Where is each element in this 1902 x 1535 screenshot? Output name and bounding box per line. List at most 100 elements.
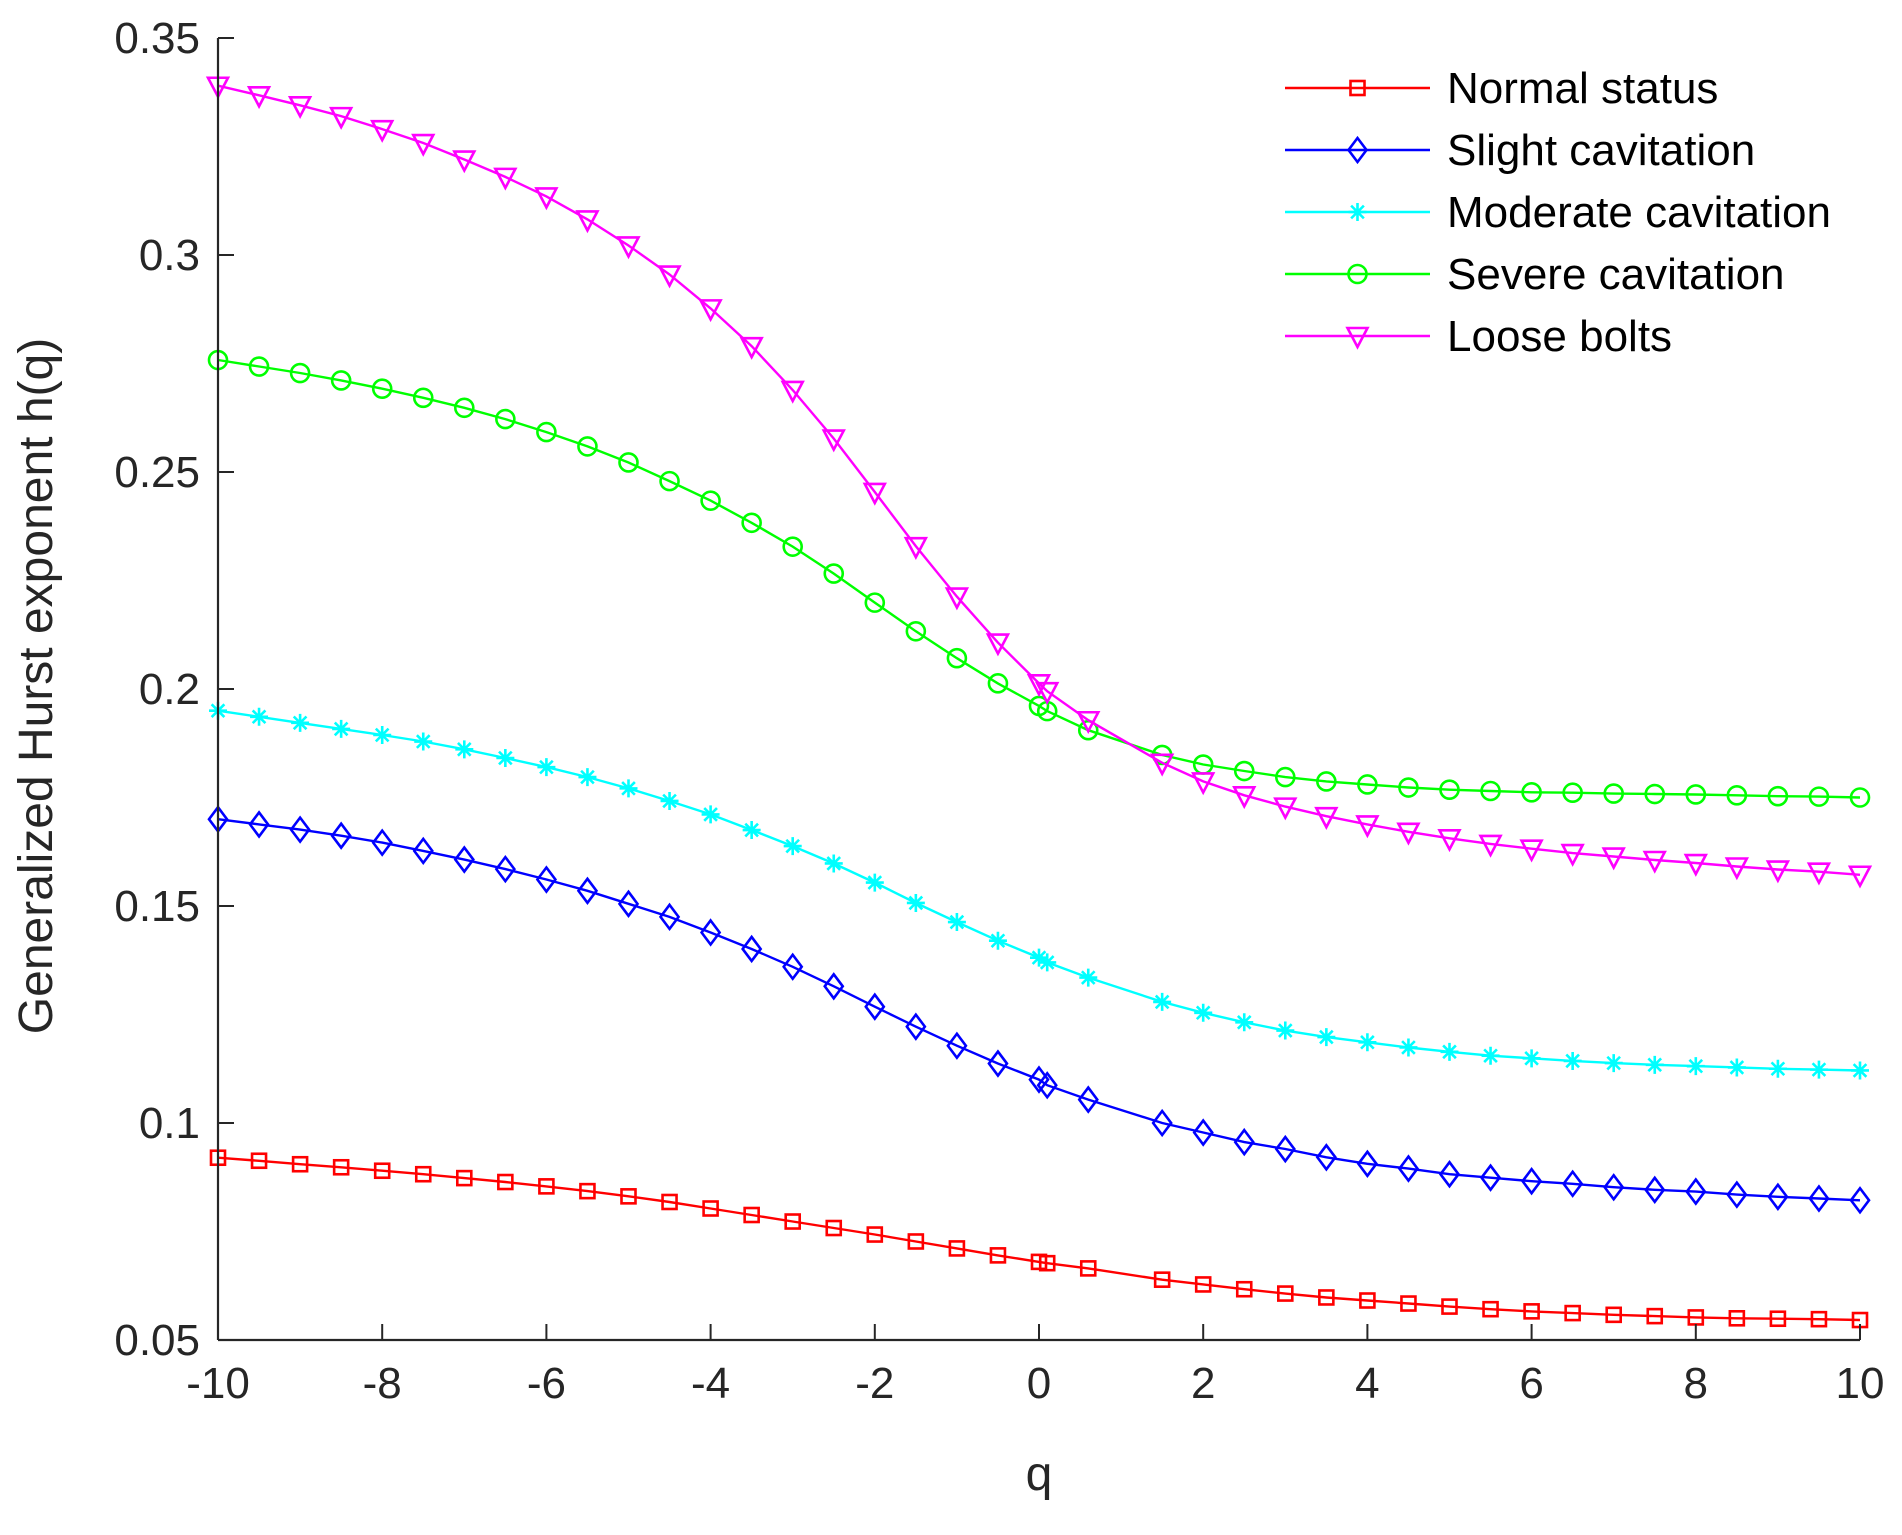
data-point-loose-bolts [1273, 797, 1298, 821]
data-point-moderate-cavitation [1604, 1054, 1623, 1073]
data-point-loose-bolts [985, 633, 1011, 657]
x-tick-label: -6 [527, 1359, 566, 1408]
data-point-moderate-cavitation [537, 758, 556, 777]
data-point-normal-status [1079, 1260, 1097, 1277]
data-point-normal-status [414, 1165, 432, 1183]
data-point-loose-bolts [1396, 822, 1421, 846]
legend-marker [1348, 203, 1367, 221]
data-point-slight-cavitation [1397, 1154, 1420, 1183]
data-point-slight-cavitation [1644, 1175, 1666, 1205]
data-point-severe-cavitation [618, 452, 639, 473]
legend-label: Severe cavitation [1447, 250, 1785, 299]
data-point-normal-status [250, 1152, 268, 1170]
data-point-severe-cavitation [659, 470, 680, 492]
y-tick-label: 0.2 [139, 665, 200, 714]
data-point-moderate-cavitation [1440, 1042, 1459, 1061]
legend-item-moderate-cavitation: Moderate cavitation [1285, 188, 1831, 237]
data-point-severe-cavitation [495, 408, 516, 430]
data-point-loose-bolts [575, 210, 600, 234]
data-point-severe-cavitation [330, 370, 352, 391]
data-point-slight-cavitation [864, 992, 886, 1021]
data-point-slight-cavitation [412, 836, 434, 866]
data-point-loose-bolts [1355, 815, 1380, 839]
legend-item-loose-bolts: Loose bolts [1285, 312, 1672, 361]
x-tick-label: 0 [1027, 1359, 1051, 1408]
series-layer [205, 76, 1873, 1329]
data-point-moderate-cavitation [1481, 1046, 1500, 1065]
data-point-normal-status [907, 1233, 925, 1250]
data-point-normal-status [989, 1247, 1007, 1264]
data-point-loose-bolts [821, 429, 846, 453]
y-tick-label: 0.1 [139, 1099, 200, 1148]
data-point-slight-cavitation [987, 1049, 1009, 1078]
data-point-loose-bolts [1478, 834, 1503, 858]
data-point-loose-bolts [328, 106, 354, 130]
data-point-normal-status [497, 1173, 514, 1191]
data-point-severe-cavitation [1562, 782, 1583, 804]
data-point-normal-status [1728, 1310, 1746, 1327]
data-point-severe-cavitation [577, 436, 598, 457]
y-tick-label: 0.35 [114, 14, 200, 63]
data-point-loose-bolts [1806, 862, 1832, 886]
data-point-loose-bolts [1724, 857, 1750, 881]
legend-marker [1345, 326, 1370, 350]
x-tick-label: -8 [363, 1359, 402, 1408]
legend-label: Loose bolts [1447, 312, 1672, 361]
data-point-normal-status [948, 1240, 966, 1257]
data-point-slight-cavitation [1036, 1071, 1058, 1100]
data-point-slight-cavitation [1356, 1149, 1379, 1178]
data-point-loose-bolts [780, 380, 805, 404]
data-point-severe-cavitation [1726, 785, 1748, 806]
data-point-loose-bolts [1035, 681, 1060, 705]
legend-marker [1349, 79, 1366, 97]
data-point-normal-status [1400, 1295, 1417, 1312]
series-moderate-cavitation [209, 701, 1869, 1080]
data-point-moderate-cavitation [783, 837, 802, 856]
x-tick-label: -2 [855, 1359, 894, 1408]
x-tick-label: 8 [1684, 1359, 1708, 1408]
data-point-slight-cavitation [1192, 1118, 1214, 1147]
data-point-slight-cavitation [289, 815, 311, 844]
data-point-slight-cavitation [1849, 1186, 1871, 1215]
data-point-severe-cavitation [1439, 779, 1460, 800]
data-point-moderate-cavitation [660, 791, 679, 810]
data-point-moderate-cavitation [1809, 1060, 1828, 1079]
data-point-slight-cavitation [1726, 1180, 1748, 1209]
data-point-moderate-cavitation [824, 854, 843, 873]
data-point-slight-cavitation [1151, 1108, 1173, 1138]
data-point-normal-status [1605, 1306, 1622, 1324]
data-point-slight-cavitation [1685, 1177, 1707, 1206]
data-point-moderate-cavitation [455, 740, 474, 759]
legend: Normal status Slight cavitation Moderate c… [1285, 64, 1831, 361]
data-point-normal-status [538, 1178, 555, 1195]
x-axis-title: q [1026, 1448, 1053, 1501]
data-point-slight-cavitation [1479, 1163, 1502, 1192]
data-point-severe-cavitation [1767, 785, 1789, 807]
data-point-moderate-cavitation [906, 893, 925, 912]
legend-label: Slight cavitation [1447, 126, 1755, 175]
data-point-loose-bolts [1601, 847, 1626, 871]
data-point-loose-bolts [1314, 806, 1339, 830]
data-point-loose-bolts [1191, 772, 1216, 796]
data-point-moderate-cavitation [1686, 1057, 1705, 1076]
data-point-loose-bolts [1519, 839, 1544, 863]
data-point-loose-bolts [944, 587, 970, 611]
data-point-slight-cavitation [1438, 1160, 1461, 1189]
data-point-slight-cavitation [1315, 1143, 1337, 1172]
data-point-loose-bolts [739, 336, 764, 360]
x-tick-label: -10 [186, 1359, 250, 1408]
data-point-normal-status [1482, 1300, 1499, 1318]
data-point-slight-cavitation [576, 876, 599, 905]
data-point-moderate-cavitation [1522, 1049, 1541, 1068]
data-point-normal-status [866, 1226, 884, 1243]
data-point-loose-bolts [1642, 850, 1667, 874]
legend-marker [1346, 135, 1369, 165]
data-point-moderate-cavitation [619, 779, 638, 798]
y-axis-title: Generalized Hurst exponent h(q) [10, 338, 63, 1034]
data-point-severe-cavitation [1398, 777, 1419, 798]
data-point-slight-cavitation [1077, 1085, 1099, 1114]
data-point-loose-bolts [1560, 843, 1585, 867]
data-point-loose-bolts [1076, 710, 1101, 735]
data-point-moderate-cavitation [947, 913, 966, 932]
data-point-normal-status [1153, 1271, 1171, 1288]
